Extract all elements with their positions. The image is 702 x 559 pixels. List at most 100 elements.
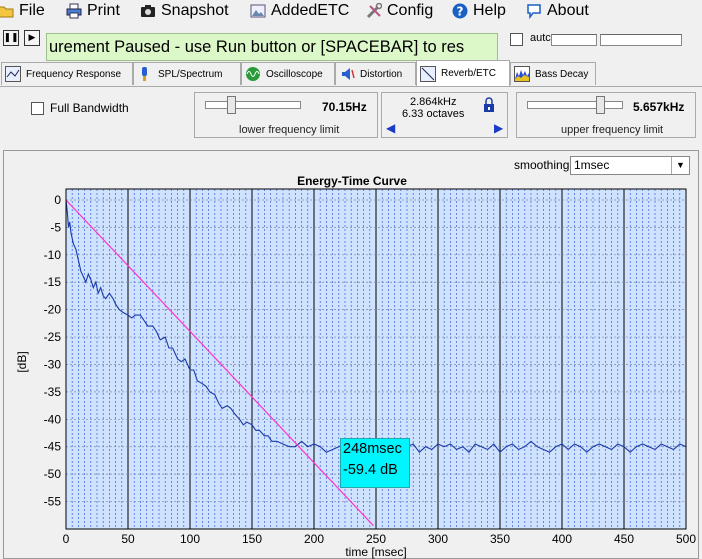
upper-frequency-slider[interactable] bbox=[595, 96, 605, 114]
printer-icon bbox=[66, 3, 82, 19]
lock-icon[interactable] bbox=[482, 97, 496, 116]
menu-print-label: Print bbox=[87, 2, 120, 19]
band-width-group: 2.864kHz 6.33 octaves ◀ ▶ bbox=[381, 92, 508, 138]
chat-icon bbox=[526, 3, 542, 20]
band-octaves-value: 6.33 octaves bbox=[402, 108, 465, 120]
chart-title: Energy-Time Curve bbox=[297, 174, 407, 188]
menu-about[interactable]: About bbox=[526, 1, 589, 21]
y-tick-label: -55 bbox=[44, 495, 62, 509]
bass-decay-icon bbox=[514, 66, 530, 82]
smoothing-value: 1msec bbox=[574, 158, 610, 172]
x-tick-label: 400 bbox=[552, 532, 572, 546]
auto-level-slider[interactable] bbox=[551, 34, 597, 46]
upper-frequency-value: 5.657kHz bbox=[633, 100, 685, 114]
tab-reverb-etc-label: Reverb/ETC bbox=[441, 68, 497, 79]
y-tick-label: -20 bbox=[44, 303, 62, 317]
lower-frequency-caption: lower frequency limit bbox=[239, 124, 340, 136]
tab-distortion-label: Distortion bbox=[360, 68, 403, 80]
x-tick-label: 50 bbox=[121, 532, 135, 546]
y-tick-label: -40 bbox=[44, 412, 62, 426]
menu-addedetc[interactable]: AddedETC bbox=[250, 1, 349, 21]
tooltip-level: -59.4 dB bbox=[343, 462, 398, 478]
y-tick-label: -5 bbox=[50, 220, 61, 234]
full-bandwidth-label: Full Bandwidth bbox=[50, 101, 129, 115]
menu-snapshot-label: Snapshot bbox=[161, 2, 229, 19]
y-tick-label: -35 bbox=[44, 385, 62, 399]
status-text: urement Paused - use Run button or [SPAC… bbox=[49, 38, 465, 56]
tab-frequency-response-label: Frequency Response bbox=[26, 68, 122, 80]
y-tick-label: -25 bbox=[44, 330, 62, 344]
menu-addedetc-label: AddedETC bbox=[271, 2, 350, 19]
pause-icon: ❚❚ bbox=[3, 33, 19, 43]
auto-range-slider[interactable] bbox=[600, 34, 682, 46]
y-tick-label: -30 bbox=[44, 357, 62, 371]
tab-bass-decay-label: Bass Decay bbox=[535, 68, 589, 80]
etc-series-line bbox=[66, 199, 686, 454]
svg-text:?: ? bbox=[457, 5, 464, 19]
tooltip-time: 248msec bbox=[343, 441, 402, 457]
plot-border bbox=[65, 188, 687, 530]
menu-config[interactable]: Config bbox=[366, 1, 433, 21]
shift-up-button[interactable]: ▶ bbox=[494, 121, 504, 135]
help-icon: ? bbox=[452, 3, 468, 19]
x-tick-label: 100 bbox=[180, 532, 200, 546]
tab-bass-decay[interactable]: Bass Decay bbox=[510, 62, 596, 85]
menu-help[interactable]: ? Help bbox=[452, 1, 506, 21]
image-icon bbox=[250, 3, 266, 19]
tab-distortion[interactable]: Distortion bbox=[335, 62, 416, 85]
upper-frequency-group: 5.657kHz upper frequency limit bbox=[516, 92, 696, 138]
lower-frequency-value: 70.15Hz bbox=[322, 100, 367, 114]
smoothing-select[interactable]: 1msec ▼ bbox=[570, 156, 690, 175]
shift-down-button[interactable]: ◀ bbox=[386, 121, 396, 135]
run-button[interactable]: ▶ bbox=[24, 30, 40, 46]
y-axis-label: [dB] bbox=[15, 351, 29, 372]
menu-file-label: File bbox=[19, 2, 45, 19]
cursor-tooltip: 248msec -59.4 dB bbox=[340, 438, 410, 488]
y-tick-label: -50 bbox=[44, 467, 62, 481]
tools-icon bbox=[366, 2, 383, 19]
oscilloscope-icon bbox=[245, 66, 261, 82]
upper-frequency-caption: upper frequency limit bbox=[561, 124, 664, 136]
menu-file[interactable]: File bbox=[0, 1, 45, 21]
menu-bar: File Print Snapshot AddedETC Config ? He… bbox=[0, 0, 702, 22]
status-message: urement Paused - use Run button or [SPAC… bbox=[46, 33, 498, 61]
frequency-controls: Full Bandwidth 70.15Hz lower frequency l… bbox=[0, 88, 702, 140]
x-tick-label: 250 bbox=[366, 532, 386, 546]
tab-reverb-etc[interactable]: Reverb/ETC bbox=[416, 60, 510, 86]
x-tick-label: 150 bbox=[242, 532, 262, 546]
y-tick-label: -10 bbox=[44, 248, 62, 262]
tab-spl-spectrum[interactable]: SPL/Spectrum bbox=[133, 62, 241, 85]
x-tick-label: 450 bbox=[614, 532, 634, 546]
tab-frequency-response[interactable]: Frequency Response bbox=[1, 62, 133, 85]
y-tick-label: 0 bbox=[54, 193, 61, 207]
y-tick-label: -45 bbox=[44, 440, 62, 454]
y-tick-label: -15 bbox=[44, 275, 62, 289]
pause-button[interactable]: ❚❚ bbox=[3, 30, 19, 46]
transport-bar: ❚❚ ▶ urement Paused - use Run button or … bbox=[0, 26, 702, 62]
x-tick-label: 300 bbox=[428, 532, 448, 546]
folder-icon bbox=[0, 3, 14, 19]
x-tick-label: 500 bbox=[676, 532, 696, 546]
menu-help-label: Help bbox=[473, 2, 506, 19]
x-tick-label: 200 bbox=[304, 532, 324, 546]
menu-about-label: About bbox=[547, 2, 589, 19]
x-tick-label: 0 bbox=[63, 532, 70, 546]
lower-frequency-track bbox=[205, 101, 301, 109]
play-icon: ▶ bbox=[28, 33, 36, 43]
band-width-value: 2.864kHz bbox=[410, 96, 457, 108]
tab-oscilloscope[interactable]: Oscilloscope bbox=[241, 62, 335, 85]
chevron-down-icon: ▼ bbox=[671, 157, 689, 174]
menu-snapshot[interactable]: Snapshot bbox=[140, 1, 229, 21]
upper-frequency-track bbox=[527, 101, 623, 109]
lower-frequency-slider[interactable] bbox=[226, 96, 236, 114]
tab-spl-spectrum-label: SPL/Spectrum bbox=[158, 68, 223, 80]
smoothing-label: smoothing bbox=[514, 158, 570, 172]
auto-checkbox[interactable] bbox=[510, 33, 523, 46]
menu-config-label: Config bbox=[387, 2, 434, 19]
full-bandwidth-checkbox[interactable] bbox=[31, 102, 44, 115]
reverb-icon bbox=[420, 65, 436, 82]
x-axis-label: time [msec] bbox=[345, 545, 406, 559]
auto-label: autc bbox=[530, 32, 551, 44]
spl-icon bbox=[137, 66, 153, 82]
menu-print[interactable]: Print bbox=[66, 1, 120, 21]
